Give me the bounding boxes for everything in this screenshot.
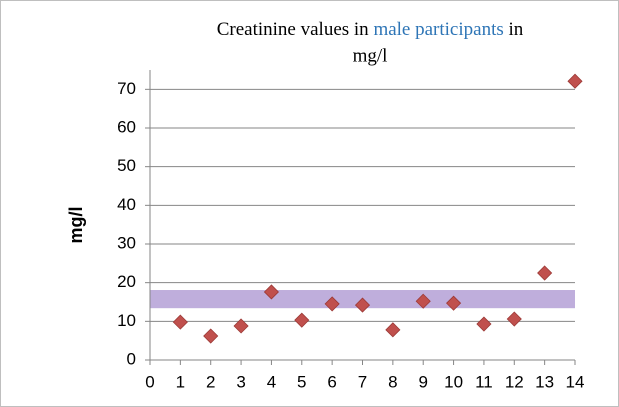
title-highlight: male participants <box>373 19 503 40</box>
data-point <box>203 328 219 344</box>
data-point <box>354 297 371 313</box>
data-point <box>506 311 522 327</box>
data-point <box>263 284 279 300</box>
x-tick-label: 0 <box>145 372 154 391</box>
x-tick-label: 12 <box>505 372 524 391</box>
y-tick-label: 60 <box>117 117 136 136</box>
data-point <box>324 296 340 312</box>
data-point <box>567 73 583 89</box>
title-part: Creatinine values in <box>217 19 369 40</box>
x-tick-label: 7 <box>358 372 367 391</box>
x-tick-label: 6 <box>327 372 336 391</box>
x-tick-label: 13 <box>535 372 554 391</box>
y-axis-label: mg/l <box>66 206 86 243</box>
chart-title: Creatinine values in male participants i… <box>217 19 524 40</box>
x-tick-label: 4 <box>267 372 276 391</box>
x-tick-label: 14 <box>566 372 585 391</box>
data-point <box>446 295 462 311</box>
data-point <box>385 322 401 338</box>
x-tick-label: 8 <box>388 372 397 391</box>
x-tick-label: 5 <box>297 372 306 391</box>
data-point <box>233 318 249 334</box>
data-point <box>476 316 492 332</box>
y-tick-label: 10 <box>117 311 136 330</box>
chart-title-line2: mg/l <box>353 45 388 66</box>
data-point <box>415 293 431 309</box>
x-tick-label: 9 <box>418 372 427 391</box>
y-tick-label: 50 <box>117 156 136 175</box>
x-tick-label: 1 <box>176 372 185 391</box>
y-tick-label: 0 <box>127 349 136 368</box>
data-point <box>172 314 188 330</box>
x-tick-label: 3 <box>236 372 245 391</box>
x-tick-label: 10 <box>444 372 463 391</box>
y-tick-label: 30 <box>117 233 136 252</box>
y-tick-label: 40 <box>117 195 136 214</box>
x-tick-label: 2 <box>206 372 215 391</box>
title-part: in <box>509 19 524 40</box>
data-point <box>537 265 553 281</box>
x-tick-label: 11 <box>475 372 493 391</box>
y-tick-label: 20 <box>117 272 136 291</box>
y-tick-label: 70 <box>117 79 136 98</box>
data-point <box>294 312 310 328</box>
